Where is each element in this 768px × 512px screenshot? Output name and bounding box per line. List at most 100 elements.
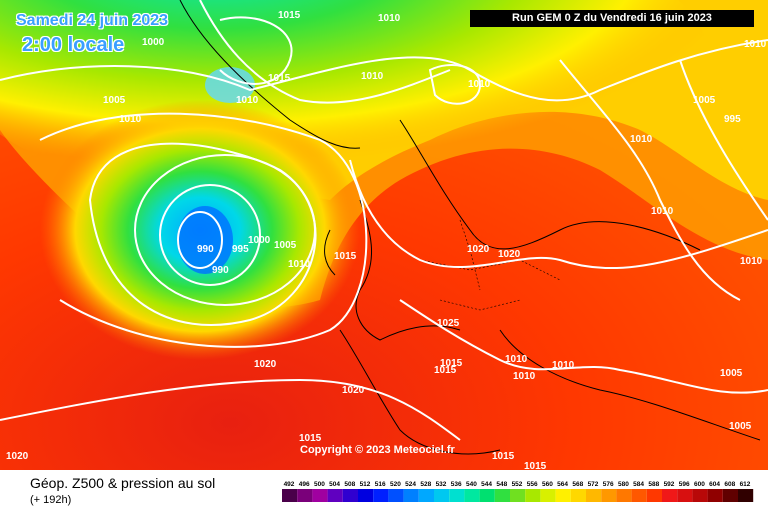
legend-tick-label: 504 <box>329 481 340 488</box>
legend-tick-label: 588 <box>648 481 659 488</box>
isobar-label: 1010 <box>740 256 763 267</box>
isobar-label: 1005 <box>274 240 297 251</box>
forecast-local-time: 2:00 locale <box>22 34 125 56</box>
legend-tick-label: 560 <box>542 481 553 488</box>
legend-swatch <box>494 489 510 502</box>
legend-swatch <box>677 489 693 502</box>
legend-swatch <box>297 489 313 502</box>
legend-swatch <box>540 489 556 502</box>
isobar-label: 990 <box>197 244 214 255</box>
legend-tick-label: 516 <box>375 481 386 488</box>
legend-swatch <box>631 489 647 502</box>
legend-swatch <box>464 489 480 502</box>
legend-swatch <box>449 489 465 502</box>
isobar-label: 1010 <box>552 360 575 371</box>
isobar-label: 1015 <box>440 358 463 369</box>
isobar-label: 1015 <box>268 73 291 84</box>
legend-tick-label: 580 <box>618 481 629 488</box>
legend-tick-label: 568 <box>572 481 583 488</box>
legend-tick-label: 608 <box>724 481 735 488</box>
legend-tick-label: 552 <box>512 481 523 488</box>
isobar-lines <box>0 0 768 440</box>
isobar-label: 1015 <box>524 461 547 470</box>
legend-swatch <box>525 489 541 502</box>
legend-tick-label: 508 <box>344 481 355 488</box>
legend-swatch <box>388 489 404 502</box>
legend-tick-label: 492 <box>284 481 295 488</box>
isobar-label: 1015 <box>278 10 301 21</box>
legend-swatch <box>510 489 526 502</box>
legend-tick-label: 544 <box>481 481 492 488</box>
isobar-label: 1025 <box>437 318 460 329</box>
legend-swatch <box>479 489 495 502</box>
isobar-label: 1010 <box>744 39 767 50</box>
legend-swatch <box>555 489 571 502</box>
isobar-label: 1015 <box>299 433 322 444</box>
isobar-label: 1000 <box>248 235 271 246</box>
legend-tick-label: 548 <box>496 481 507 488</box>
legend-swatch <box>342 489 358 502</box>
legend-tick-label: 592 <box>664 481 675 488</box>
legend-tick-label: 540 <box>466 481 477 488</box>
legend-swatch <box>601 489 617 502</box>
isobar-labels: 1015 1010 1000 1015 1010 1010 1005 1010 … <box>6 10 767 470</box>
map-title: Géop. Z500 & pression au sol <box>30 475 216 491</box>
isobar-label: 1020 <box>342 385 365 396</box>
legend-swatch <box>403 489 419 502</box>
isobar-label: 1010 <box>288 259 311 270</box>
isobar-label: 1010 <box>505 354 528 365</box>
isobar-label: 1015 <box>334 251 357 262</box>
legend-swatch <box>358 489 374 502</box>
legend-tick-label: 564 <box>557 481 568 488</box>
isobar-label: 1020 <box>498 249 521 260</box>
low-center <box>177 206 233 274</box>
legend-swatch <box>692 489 708 502</box>
legend-tick-label: 524 <box>405 481 416 488</box>
isobar-label: 1020 <box>254 359 277 370</box>
borders <box>419 219 561 311</box>
model-run-banner: Run GEM 0 Z du Vendredi 16 juin 2023 <box>470 10 754 27</box>
isobar-label: 1010 <box>119 114 142 125</box>
isobar-label: 1005 <box>693 95 716 106</box>
isobar-label: 1010 <box>378 13 401 24</box>
copyright-notice: Copyright © 2023 Meteociel.fr <box>300 444 455 456</box>
legend-tick-label: 584 <box>633 481 644 488</box>
legend-tick-label: 532 <box>436 481 447 488</box>
isobar-label: 1005 <box>720 368 743 379</box>
legend-tick-label: 500 <box>314 481 325 488</box>
color-scale-legend: 492 496 500 504 508 512 516 520 524 528 532 536 540 5… <box>282 481 754 502</box>
legend-swatch <box>282 489 298 502</box>
isobar-label: 1015 <box>492 451 515 462</box>
legend-swatch <box>662 489 678 502</box>
isobar-label: 1010 <box>468 79 491 90</box>
forecast-date: Samedi 24 juin 2023 <box>16 12 169 29</box>
legend-swatch <box>373 489 389 502</box>
isobar-label: 1005 <box>103 95 126 106</box>
isobar-label: 1010 <box>361 71 384 82</box>
isobar-label: 990 <box>212 265 229 276</box>
legend-tick-label: 528 <box>420 481 431 488</box>
legend-tick-label: 604 <box>709 481 720 488</box>
legend-tick-label: 612 <box>740 481 751 488</box>
forecast-range: (+ 192h) <box>30 494 72 506</box>
isobar-label: 1020 <box>467 244 490 255</box>
legend-tick-label: 496 <box>299 481 310 488</box>
legend-tick-label: 596 <box>679 481 690 488</box>
legend-swatch <box>327 489 343 502</box>
isobar-label: 1020 <box>6 451 29 462</box>
legend-tick-label: 556 <box>527 481 538 488</box>
isobar-label: 1015 <box>434 365 457 376</box>
legend-swatch <box>646 489 662 502</box>
legend-swatch <box>570 489 586 502</box>
isobar-label: 1010 <box>513 371 536 382</box>
legend-swatch <box>586 489 602 502</box>
legend-tick-label: 572 <box>588 481 599 488</box>
legend-tick-label: 512 <box>360 481 371 488</box>
legend-tick-label: 520 <box>390 481 401 488</box>
legend-swatch <box>418 489 434 502</box>
legend-swatch <box>434 489 450 502</box>
weather-map: 1015 1010 1000 1015 1010 1010 1005 1010 … <box>0 0 768 470</box>
cold-pool <box>205 67 255 103</box>
isobar-label: 1010 <box>630 134 653 145</box>
